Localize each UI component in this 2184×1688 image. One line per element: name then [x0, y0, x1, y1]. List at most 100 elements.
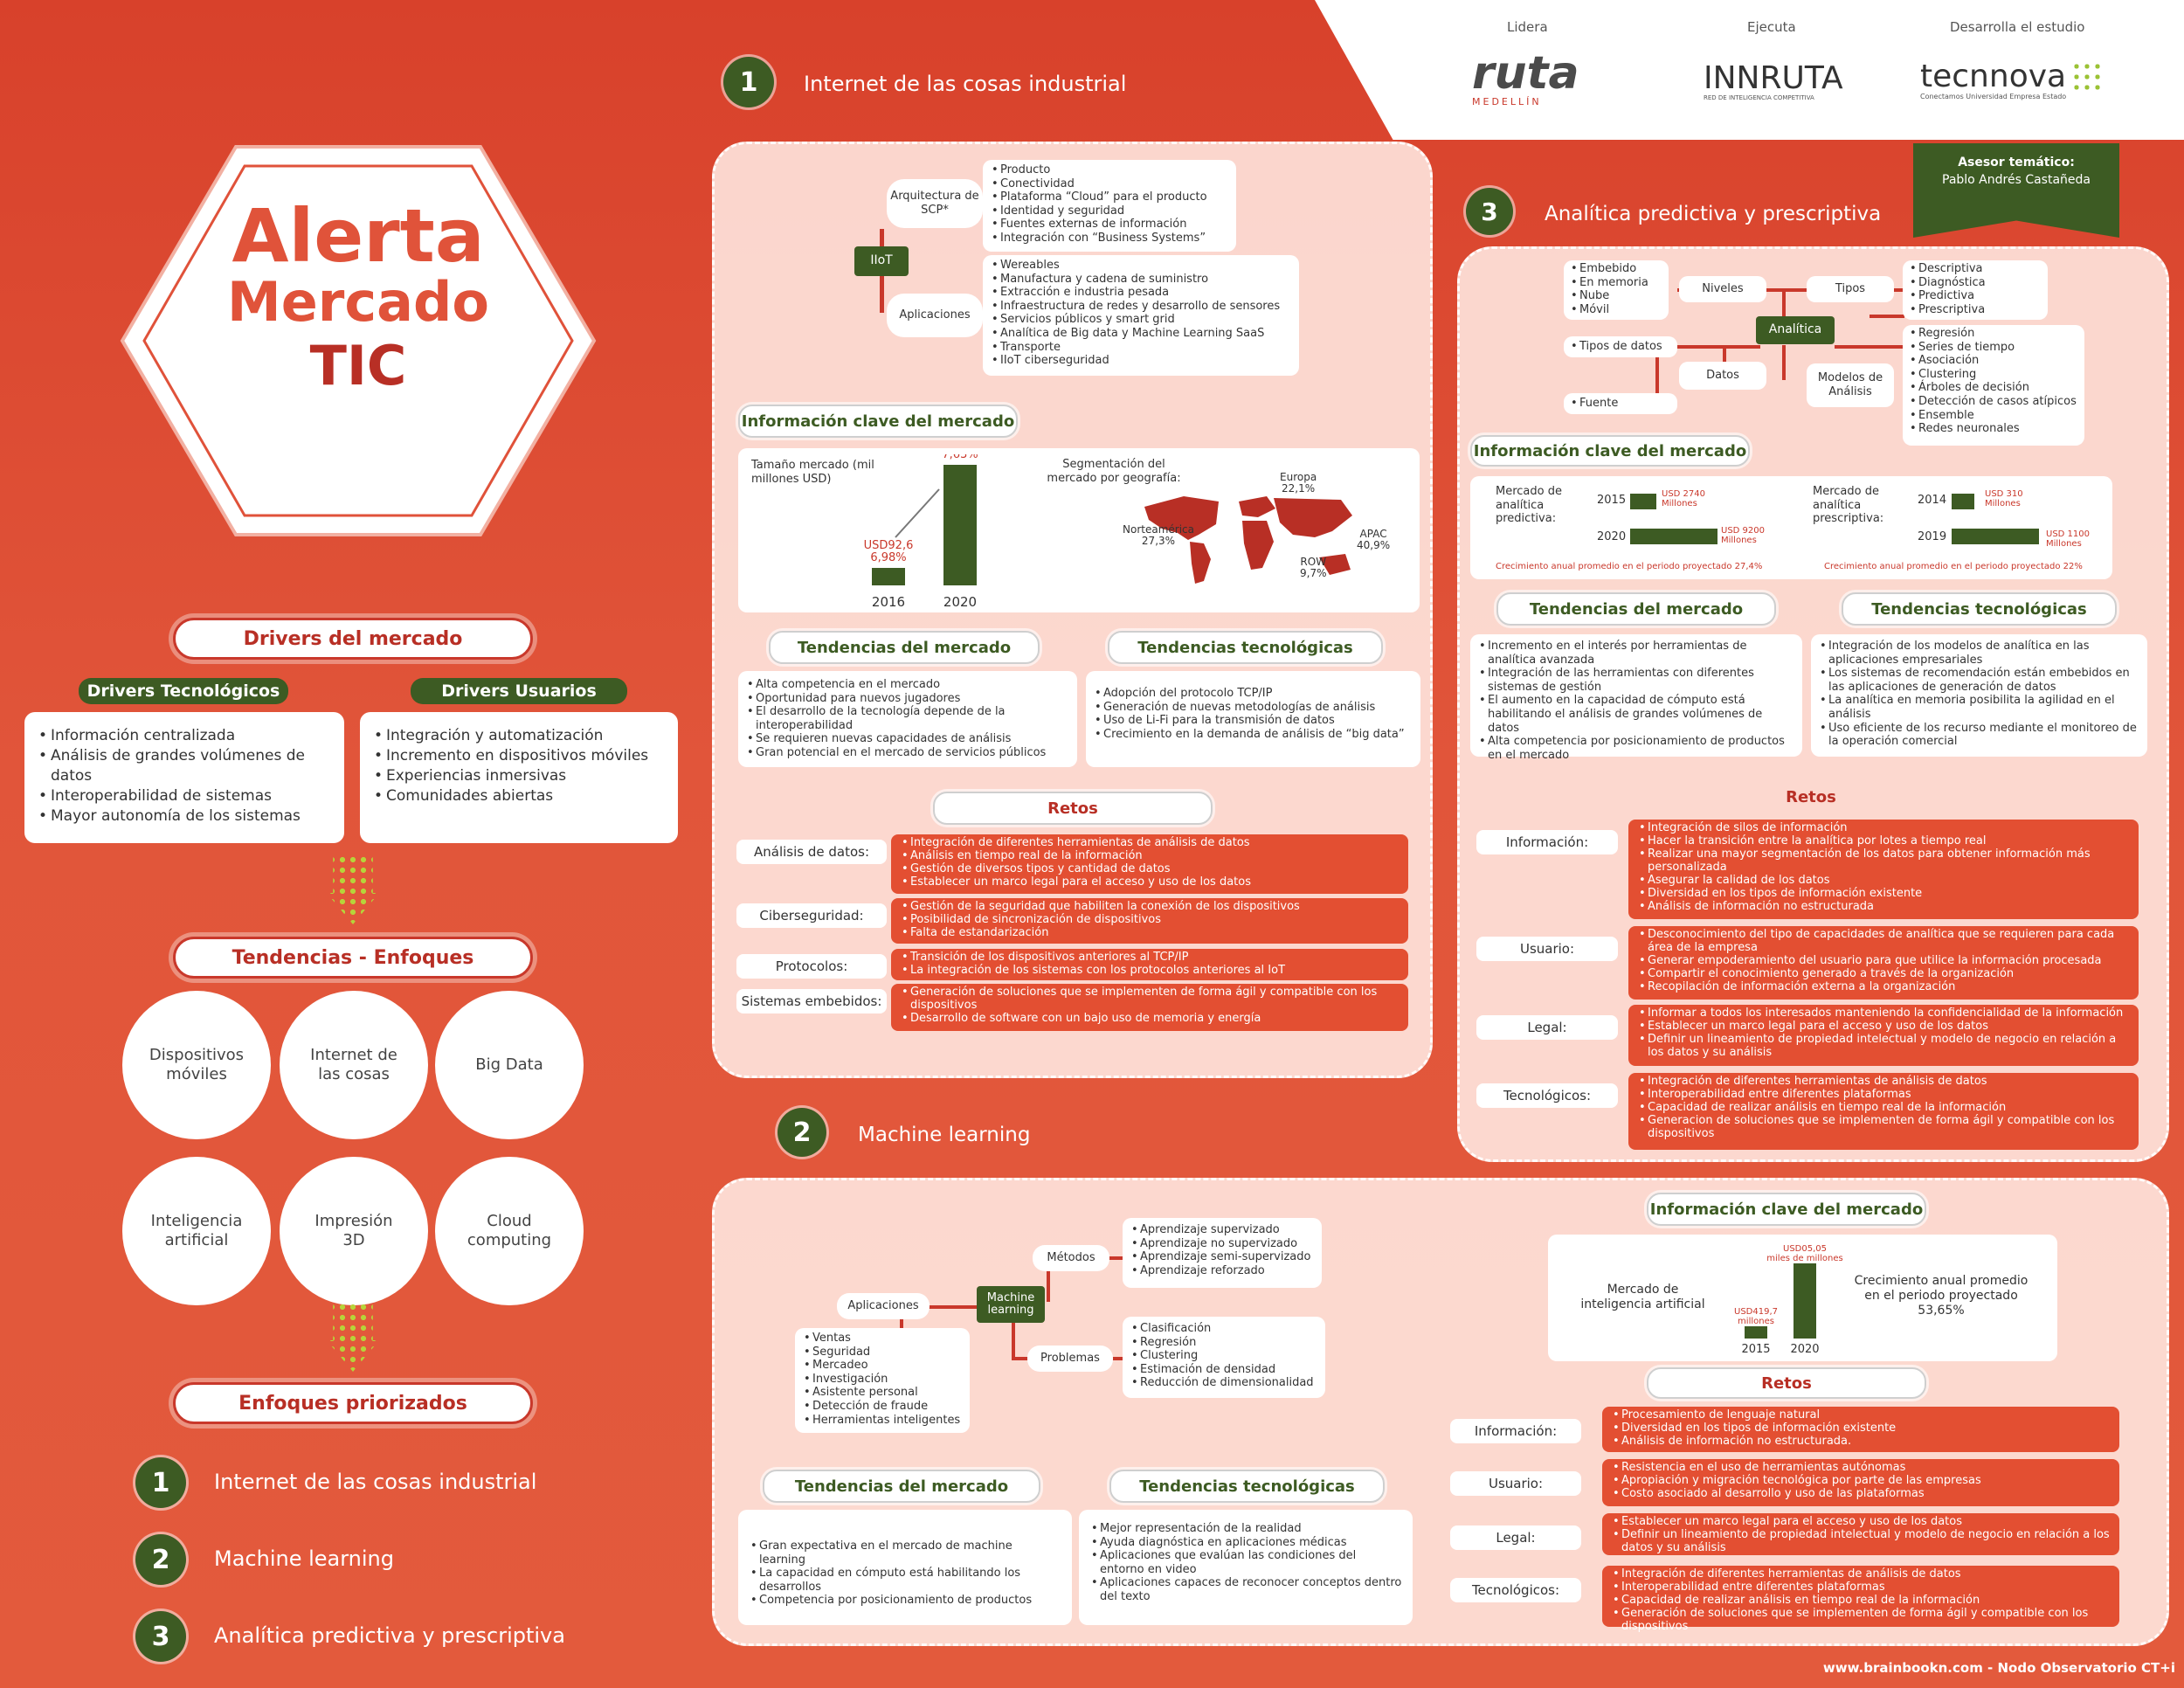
- reto-box: Establecer un marco legal para el acceso…: [1602, 1513, 2119, 1555]
- list-item: Integración de las herramientas con dife…: [1477, 667, 1795, 694]
- list-item: Reducción de dimensionalidad: [1130, 1376, 1318, 1390]
- drivers-usr-list: Integración y automatizaciónIncremento e…: [372, 726, 666, 806]
- title-line-3: TIC: [309, 334, 407, 398]
- s2-tt-title: Tendencias tecnológicas: [1109, 1470, 1385, 1503]
- s2-metodos: Métodos: [1033, 1245, 1109, 1271]
- reto-item: Diversidad en los tipos de información e…: [1611, 1422, 2111, 1435]
- enfoque-label: Analítica predictiva y prescriptiva: [214, 1623, 565, 1648]
- reto-label: Protocolos:: [736, 954, 887, 979]
- list-item: Herramientas inteligentes: [802, 1414, 963, 1428]
- reto-item: La integración de los sistemas con los p…: [900, 964, 1400, 978]
- s3-center: Analítica: [1756, 316, 1835, 344]
- list-item: Analítica de Big data y Machine Learning…: [990, 327, 1292, 341]
- desarrolla-label: Desarrolla el estudio: [1950, 19, 2085, 35]
- list-item: Extracción e industria pesada: [990, 286, 1292, 300]
- reto-item: Gestión de la seguridad que habiliten la…: [900, 900, 1400, 914]
- reto-label: Sistemas embebidos:: [736, 989, 887, 1013]
- tendencia-bubble: Cloud computing: [467, 1211, 552, 1250]
- growth-arrow: [895, 488, 940, 538]
- list-item: Árboles de decisión: [1908, 381, 2079, 395]
- s3-pre-2014-v: USD 310 Millones: [1985, 489, 2023, 508]
- s3-niv-box: EmbebidoEn memoriaNubeMóvil: [1564, 260, 1669, 320]
- list-item: Plataforma “Cloud” para el producto: [990, 190, 1229, 204]
- enfoque-number: 3: [135, 1611, 186, 1662]
- list-item: Se requieren nuevas capacidades de análi…: [745, 732, 1070, 746]
- lidera-label: Lidera: [1507, 19, 1548, 35]
- reto-box: Procesamiento de lenguaje naturalDiversi…: [1602, 1407, 2119, 1452]
- list-item: Prescriptiva: [1908, 303, 2042, 317]
- tendencia-bubble-bg: [122, 991, 271, 1139]
- reto-item: Generación de soluciones que se implemen…: [1611, 1607, 2111, 1634]
- s2-prob-box: ClasificaciónRegresiónClusteringEstimaci…: [1123, 1317, 1325, 1398]
- s3-mod-box: RegresiónSeries de tiempoAsociaciónClust…: [1903, 325, 2084, 446]
- reto-item: Desarrollo de software con un bajo uso d…: [900, 1012, 1400, 1026]
- list-item: Conectividad: [990, 177, 1229, 191]
- bar-value: USD05,05: [1783, 1244, 1827, 1254]
- enfoque-number: 2: [135, 1534, 186, 1585]
- enfoque-label: Internet de las cosas industrial: [214, 1470, 537, 1494]
- list-item: Aplicaciones que evalúan las condiciones…: [1089, 1549, 1402, 1576]
- enfoque-number: 1: [135, 1457, 186, 1508]
- tendencia-bubble-bg: [280, 1157, 428, 1305]
- reto-item: Establecer un marco legal para el acceso…: [900, 875, 1400, 889]
- driver-usr-item: Incremento en dispositivos móviles: [372, 746, 666, 766]
- reto-item: Desconocimiento del tipo de capacidades …: [1637, 928, 2130, 955]
- driver-tec-item: Mayor autonomía de los sistemas: [37, 806, 332, 827]
- reto-item: Procesamiento de lenguaje natural: [1611, 1408, 2111, 1422]
- tendencia-bubble-bg: [435, 991, 584, 1139]
- list-item: Crecimiento en la demanda de análisis de…: [1093, 728, 1413, 742]
- world-map-icon: [1144, 496, 1352, 584]
- reto-item: Apropiación y migración tecnológica por …: [1611, 1474, 2111, 1488]
- enfoque-label: Machine learning: [214, 1546, 395, 1571]
- list-item: Infraestructura de redes y desarrollo de…: [990, 300, 1292, 314]
- s2-info-title: Información clave del mercado: [1647, 1193, 1926, 1226]
- s1-size-label: Tamaño mercado (mil millones USD): [751, 459, 874, 486]
- reto-label: Usuario:: [1450, 1471, 1581, 1496]
- s3-pred-2015-bar: [1630, 494, 1656, 509]
- reto-label: Legal:: [1450, 1525, 1581, 1550]
- drivers-tec-title: Drivers Tecnológicos: [79, 678, 288, 704]
- list-item: Seguridad: [802, 1346, 963, 1359]
- s1-arq-box: ProductoConectividadPlataforma “Cloud” p…: [983, 160, 1236, 252]
- list-item: Alta competencia en el mercado: [745, 678, 1070, 692]
- s3-pre-2019-v: USD 1100 Millones: [2046, 529, 2090, 549]
- list-item: Clasificación: [1130, 1322, 1318, 1336]
- driver-tec-item: Interoperabilidad de sistemas: [37, 786, 332, 806]
- s1-seg-label: Segmentación del mercado por geografía:: [1047, 458, 1181, 485]
- driver-tec-item: Análisis de grandes volúmenes de datos: [37, 746, 332, 786]
- asesor-name: Pablo Andrés Castañeda: [1942, 173, 2091, 187]
- drivers-tec-box: Información centralizadaAnálisis de gran…: [24, 712, 344, 843]
- reto-item: Falta de estandarización: [900, 926, 1400, 940]
- s1-arq: Arquitectura de SCP*: [887, 179, 983, 228]
- bar-value-unit: miles de millones: [1766, 1254, 1842, 1263]
- list-item: Descriptiva: [1908, 262, 2042, 276]
- reto-item: Interoperabilidad entre diferentes plata…: [1611, 1581, 2111, 1595]
- list-item: Adopción del protocolo TCP/IP: [1093, 687, 1413, 701]
- reto-item: Integración de silos de información: [1637, 821, 2130, 835]
- tecnova-logo: tecnnova Conectamos Universidad Empresa …: [1920, 61, 2112, 114]
- list-item: Alta competencia por posicionamiento de …: [1477, 735, 1795, 762]
- reto-item: Generacion de soluciones que se implemen…: [1637, 1114, 2130, 1141]
- list-item: IIoT ciberseguridad: [990, 354, 1292, 368]
- list-item: Predictiva: [1908, 289, 2042, 303]
- s1-tm-title: Tendencias del mercado: [769, 631, 1040, 664]
- list-item: La capacidad en cómputo está habilitando…: [749, 1567, 1061, 1594]
- driver-usr-item: Comunidades abiertas: [372, 786, 666, 806]
- list-item: El aumento en la capacidad de cómputo es…: [1477, 694, 1795, 735]
- s1-number: 1: [723, 57, 774, 107]
- list-item: Redes neuronales: [1908, 422, 2079, 436]
- list-item: Gran expectativa en el mercado de machin…: [749, 1539, 1061, 1567]
- reto-item: Integración de diferentes herramientas d…: [1637, 1075, 2130, 1089]
- s3-title: Analítica predictiva y prescriptiva: [1545, 203, 1882, 225]
- s3-tt-title: Tendencias tecnológicas: [1842, 592, 2117, 626]
- s3-number: 3: [1466, 188, 1513, 235]
- reto-item: Compartir el conocimiento generado a tra…: [1637, 967, 2130, 981]
- region-na: Norteamérica 27,3%: [1123, 523, 1194, 548]
- s3-pre-label: Mercado de analítica prescriptiva:: [1813, 485, 1884, 526]
- list-item: La analítica en memoria posibilita la ag…: [1818, 694, 2140, 721]
- bar: [872, 568, 905, 585]
- reto-box: Informar a todos los interesados manteni…: [1628, 1005, 2139, 1066]
- reto-label: Ciberseguridad:: [736, 903, 887, 928]
- reto-box: Integración de diferentes herramientas d…: [1602, 1566, 2119, 1633]
- reto-item: Definir un lineamiento de propiedad inte…: [1637, 1033, 2130, 1060]
